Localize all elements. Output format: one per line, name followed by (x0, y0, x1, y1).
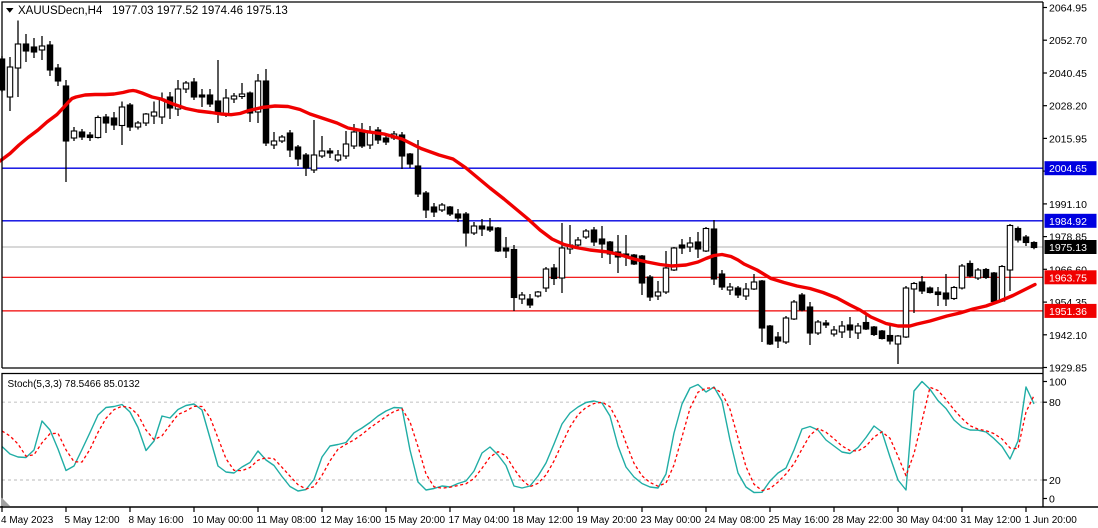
svg-text:1929.85: 1929.85 (1049, 363, 1087, 375)
svg-text:XAUUSDecn,H4 1977.03 1977.52: XAUUSDecn,H4 1977.03 1977.52 1974.46 197… (18, 5, 288, 17)
svg-text:0: 0 (1049, 494, 1055, 506)
svg-text:18 May 12:00: 18 May 12:00 (513, 515, 574, 526)
svg-text:80: 80 (1049, 397, 1061, 409)
svg-text:2064.95: 2064.95 (1049, 3, 1087, 15)
svg-text:2015.95: 2015.95 (1049, 133, 1087, 145)
svg-text:1 Jun 20:00: 1 Jun 20:00 (1025, 515, 1078, 526)
svg-text:2052.70: 2052.70 (1049, 35, 1087, 47)
svg-text:1942.10: 1942.10 (1049, 330, 1087, 342)
svg-text:17 May 04:00: 17 May 04:00 (449, 515, 510, 526)
svg-text:4 May 2023: 4 May 2023 (1, 515, 54, 526)
svg-text:100: 100 (1049, 377, 1067, 389)
svg-text:25 May 16:00: 25 May 16:00 (769, 515, 830, 526)
svg-text:2040.45: 2040.45 (1049, 68, 1087, 80)
svg-text:1984.92: 1984.92 (1049, 216, 1087, 228)
svg-text:31 May 12:00: 31 May 12:00 (961, 515, 1022, 526)
svg-text:1975.13: 1975.13 (1049, 242, 1087, 254)
svg-text:19 May 20:00: 19 May 20:00 (577, 515, 638, 526)
svg-text:20: 20 (1049, 475, 1061, 487)
svg-text:24 May 08:00: 24 May 08:00 (705, 515, 766, 526)
svg-text:23 May 00:00: 23 May 00:00 (641, 515, 702, 526)
svg-text:11 May 08:00: 11 May 08:00 (257, 515, 317, 526)
svg-text:1963.75: 1963.75 (1049, 272, 1087, 284)
svg-text:12 May 16:00: 12 May 16:00 (321, 515, 382, 526)
svg-text:28 May 22:00: 28 May 22:00 (833, 515, 894, 526)
svg-text:10 May 00:00: 10 May 00:00 (193, 515, 254, 526)
svg-text:8 May 16:00: 8 May 16:00 (129, 515, 184, 526)
svg-text:1991.10: 1991.10 (1049, 199, 1087, 211)
svg-text:5 May 12:00: 5 May 12:00 (65, 515, 120, 526)
svg-text:1951.36: 1951.36 (1049, 306, 1087, 318)
svg-text:2004.65: 2004.65 (1049, 163, 1087, 175)
svg-text:15 May 20:00: 15 May 20:00 (385, 515, 446, 526)
svg-text:2028.20: 2028.20 (1049, 101, 1087, 113)
svg-text:30 May 04:00: 30 May 04:00 (897, 515, 958, 526)
svg-text:Stoch(5,3,3) 78.5466 85.0132: Stoch(5,3,3) 78.5466 85.0132 (8, 379, 141, 390)
